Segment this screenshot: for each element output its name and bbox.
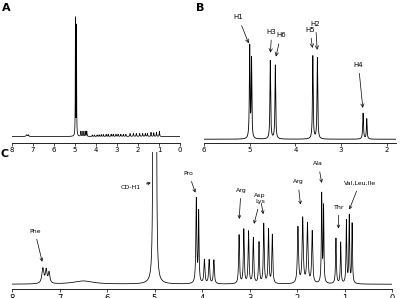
Text: Arg: Arg xyxy=(236,188,246,218)
Text: A: A xyxy=(2,3,10,13)
Text: Lys: Lys xyxy=(254,199,265,223)
Text: Thr: Thr xyxy=(334,205,344,228)
Text: H1: H1 xyxy=(234,14,249,43)
Text: Pro: Pro xyxy=(184,171,196,192)
Text: Ala: Ala xyxy=(314,162,323,182)
Text: C: C xyxy=(0,149,9,159)
Text: Val,Leu,Ile: Val,Leu,Ile xyxy=(344,181,376,209)
Text: H4: H4 xyxy=(354,62,364,107)
Text: H5: H5 xyxy=(305,27,315,47)
Text: Asp: Asp xyxy=(254,193,266,213)
Text: CD-H1: CD-H1 xyxy=(121,182,150,190)
Text: H2: H2 xyxy=(311,21,320,49)
Text: Phe: Phe xyxy=(29,229,43,261)
Text: H6: H6 xyxy=(275,32,286,56)
Text: Arg: Arg xyxy=(292,179,303,204)
Text: B: B xyxy=(196,3,205,13)
Text: H3: H3 xyxy=(267,29,276,52)
